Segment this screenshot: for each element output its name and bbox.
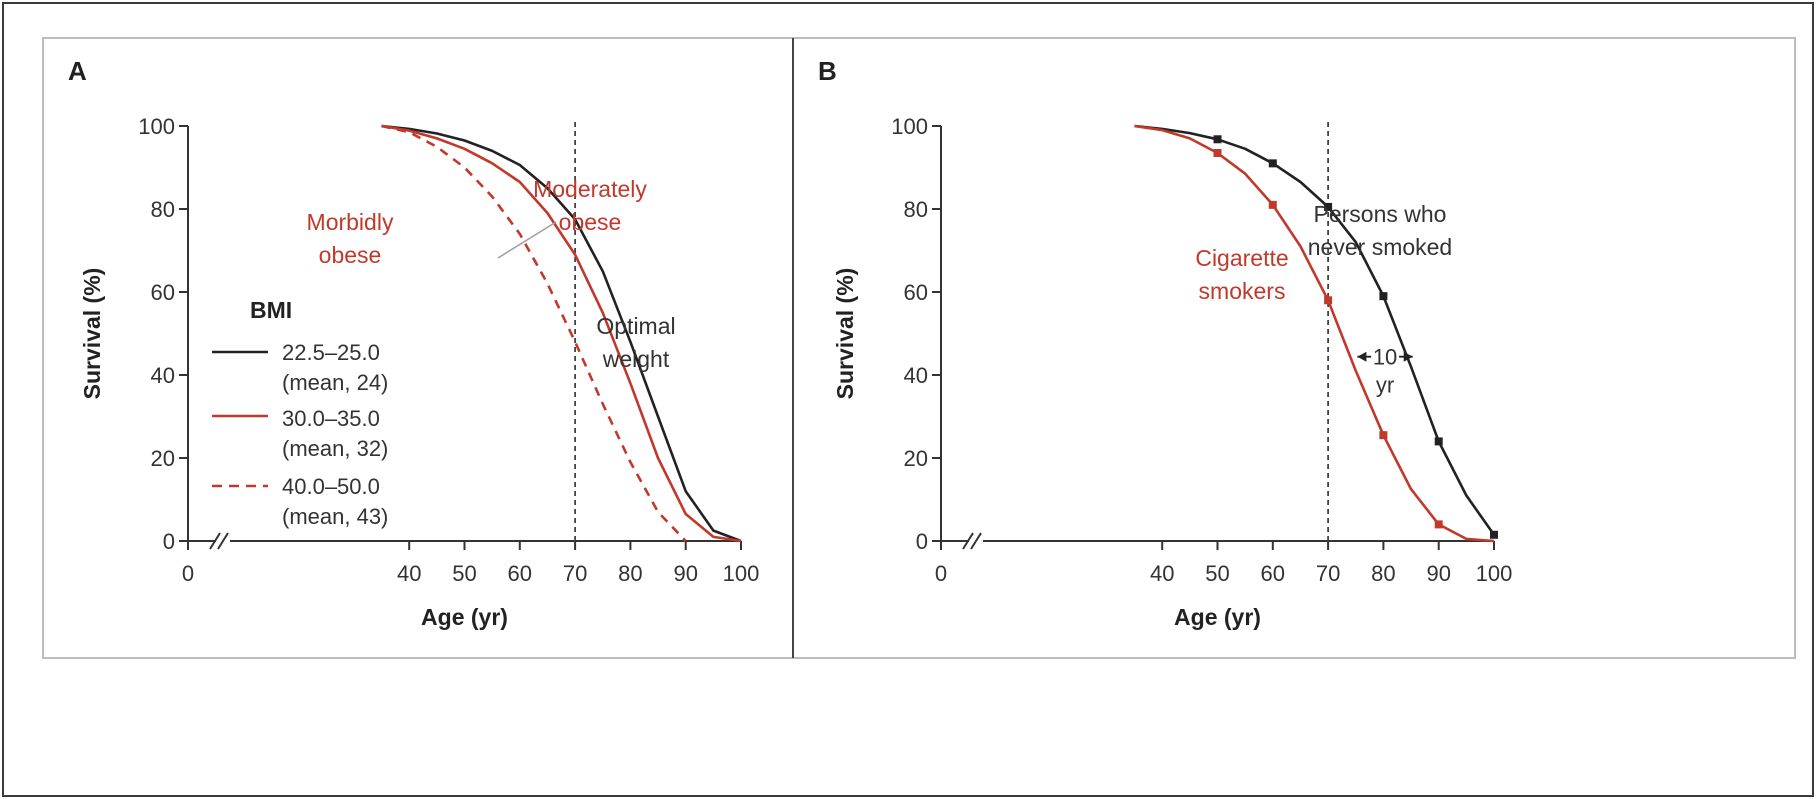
series-point (1379, 292, 1388, 301)
legend-title: BMI (250, 297, 292, 323)
legend-entry-label: 40.0–50.0 (282, 474, 380, 499)
series-point (1434, 437, 1443, 446)
y-tick-label: 80 (151, 197, 175, 222)
gap-arrow-head-left (1357, 351, 1367, 362)
x-tick-label: 100 (1476, 561, 1513, 586)
series-point (1213, 135, 1222, 144)
curve-annotation: weight (602, 346, 670, 372)
series-point (1490, 530, 1498, 539)
x-tick-label: 80 (1371, 561, 1395, 586)
x-axis-title: Age (yr) (421, 604, 508, 630)
annotation-leader-line (497, 221, 557, 259)
series-point (1434, 520, 1443, 529)
series-line-1 (381, 124, 742, 543)
curve-annotation: Persons who (1314, 201, 1447, 227)
series-point (1268, 200, 1277, 209)
x-tick-label: 40 (397, 561, 421, 586)
y-tick-label: 40 (151, 363, 175, 388)
gap-label: 10 (1373, 345, 1397, 370)
y-axis-title: Survival (%) (79, 268, 105, 400)
x-tick-label: 70 (563, 561, 587, 586)
y-axis-title: Survival (%) (832, 268, 858, 400)
curve-annotation: obese (319, 242, 382, 268)
curve-annotation: obese (559, 209, 622, 235)
x-tick-label: 90 (673, 561, 697, 586)
gap-label: yr (1376, 373, 1394, 398)
x-tick-label: 50 (1205, 561, 1229, 586)
legend-entry-label: (mean, 32) (282, 436, 388, 461)
x-tick-label: 0 (182, 561, 194, 586)
series-point (1324, 202, 1333, 211)
panel-b: B 0 20 40 60 80 100 0 40 50 60 70 80 90 100 Survival (%… (818, 56, 1512, 630)
series-point (1324, 296, 1333, 305)
series-line-2 (1134, 124, 1495, 543)
axis-break-mark (962, 532, 974, 550)
curve-annotation: Optimal (596, 313, 675, 339)
y-tick-label: 100 (891, 114, 928, 139)
series-point (1379, 431, 1388, 440)
x-tick-label: 0 (935, 561, 947, 586)
axis-break-mark (209, 532, 221, 550)
y-tick-label: 20 (904, 446, 928, 471)
y-tick-label: 40 (904, 363, 928, 388)
axis-break-mark (970, 532, 982, 550)
x-tick-label: 60 (508, 561, 532, 586)
y-tick-label: 60 (904, 280, 928, 305)
series-point (1213, 148, 1222, 157)
curve-annotation: Cigarette (1195, 245, 1288, 271)
legend-entry-label: 22.5–25.0 (282, 340, 380, 365)
figure-panel-frame (42, 37, 1796, 659)
y-tick-label: 60 (151, 280, 175, 305)
curve-annotation: smokers (1199, 278, 1286, 304)
x-tick-label: 70 (1316, 561, 1340, 586)
x-tick-label: 40 (1150, 561, 1174, 586)
axis-break-mark (217, 532, 229, 550)
x-tick-label: 50 (452, 561, 476, 586)
legend-entry-label: (mean, 24) (282, 370, 388, 395)
curve-annotation: never smoked (1308, 234, 1452, 260)
x-tick-label: 100 (723, 561, 760, 586)
gap-arrow-head-right (1403, 351, 1413, 362)
series-line-1 (1134, 124, 1496, 536)
series-line-3 (381, 124, 687, 542)
y-tick-label: 100 (138, 114, 175, 139)
panel-a: A 0 20 40 60 80 100 0 40 50 60 70 80 90 100 Survival (%… (68, 56, 759, 630)
curve-annotation: Morbidly (307, 209, 394, 235)
legend-entry-label: 30.0–35.0 (282, 406, 380, 431)
y-tick-label: 0 (916, 529, 928, 554)
gap-label-bg (1371, 344, 1400, 369)
x-tick-label: 80 (618, 561, 642, 586)
x-tick-label: 60 (1261, 561, 1285, 586)
x-tick-label: 90 (1426, 561, 1450, 586)
y-tick-label: 0 (163, 529, 175, 554)
series-line-2 (381, 124, 742, 543)
y-tick-label: 80 (904, 197, 928, 222)
curve-annotation: Moderately (533, 176, 647, 202)
y-tick-label: 20 (151, 446, 175, 471)
legend-entry-label: (mean, 43) (282, 504, 388, 529)
x-axis-title: Age (yr) (1174, 604, 1261, 630)
series-point (1268, 159, 1277, 168)
panel-label: B (818, 56, 837, 86)
panel-label: A (68, 56, 87, 86)
